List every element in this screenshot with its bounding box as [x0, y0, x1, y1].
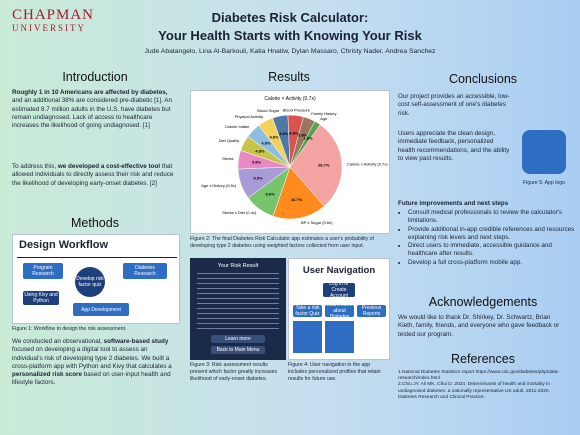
value-label: 5.8% [252, 159, 262, 164]
heading: References [451, 352, 515, 366]
pie-slice [272, 166, 325, 220]
value-label: 28.7% [318, 162, 330, 167]
reference: 2.Chiu JY, Ali MK, Chui D. 2024. Determi… [398, 382, 550, 400]
slice-label: Stress x Diet (0.4x) [222, 210, 257, 215]
caption: Figure 3: Risk assessment results presen… [190, 362, 278, 382]
slice-label: Blood Pressure [283, 107, 311, 112]
value-label: 9.5% [254, 175, 264, 180]
node: Diabetes Research [123, 263, 167, 279]
node: Using Kivy and Python [23, 291, 59, 305]
heading: Introduction [62, 70, 128, 84]
subheading: Future improvements and next steps [398, 200, 509, 207]
slice-label: Calorie Intake [225, 124, 250, 129]
paragraph: We conducted an observational, software-… [12, 338, 178, 388]
text-run: software-based study [103, 338, 169, 345]
paragraph: We would like to thank Dr. Shirkey, Dr. … [398, 314, 560, 338]
node: Learn more about Diabetes [325, 302, 354, 320]
caption: Figure 1: Workflow to design the risk as… [12, 326, 127, 332]
caption: Figure 4: User navigation in the app inc… [288, 362, 381, 382]
title: Diabetes Risk Calculator: Your Health St… [120, 9, 460, 44]
node: Log in or Create Account [323, 281, 355, 299]
node: App Development [73, 303, 129, 316]
app-title: Your Risk Result [217, 263, 259, 269]
app-button: Back to Main Menu [211, 346, 265, 354]
text-run: and an additional 38% are considered pre… [12, 97, 172, 130]
logo: CHAPMAN UNIVERSITY [12, 7, 95, 34]
slice-label: Family History [311, 111, 336, 116]
slice-label: Physical Activity [235, 114, 263, 119]
app-screenshot: Your Risk Result Learn more Back to Main… [190, 258, 286, 360]
text-run: personalized risk score [12, 371, 82, 379]
logo-line: CHAPMAN [12, 7, 95, 23]
text-run: we developed a cost-effective tool [57, 163, 161, 170]
paragraph: Our project provides an accessible, low-… [398, 93, 510, 117]
bullet: Direct users to immediate, accessible gu… [408, 242, 576, 259]
pie-figure: Calorie × Activity (0.7x) Calorie x Activ… [190, 90, 390, 234]
paragraph: To address this, we developed a cost-eff… [12, 163, 178, 188]
diagram-title: Design Workflow [19, 239, 109, 251]
caption: Figure 5: App logo [522, 180, 566, 186]
authors: Jude Abatangelo, Lina Al-Barkouli, Katia… [144, 48, 436, 55]
text-run: Roughly 1 in 10 Americans are affected b… [12, 89, 168, 96]
node: Develop risk factor quiz [75, 267, 105, 297]
value-label: 9.6% [265, 191, 275, 196]
text-run: based on user-input health and lifestyle… [12, 371, 171, 387]
slice-label: Blood Sugar [257, 108, 280, 113]
bullet: Provide additional in-app credible refer… [408, 226, 576, 243]
reference: 1.National Diabetes Statistics report ht… [398, 370, 560, 382]
text-run: To address this, [12, 163, 58, 170]
node: Take a risk factor Quiz [293, 305, 322, 317]
workflow-figure: Design Workflow Program Research Develop… [12, 234, 180, 324]
title-line: Diabetes Risk Calculator: [211, 10, 369, 25]
node: Previous Reports [357, 305, 386, 317]
pie-slice [289, 124, 343, 207]
slice-label: Diet Quality [219, 138, 240, 143]
pie-slice [289, 121, 321, 168]
pie-chart: Calorie × Activity (0.7x) Calorie x Activ… [201, 96, 388, 225]
slice-label: Age x History (0.5x) [201, 183, 237, 188]
heading: Results [268, 70, 310, 84]
bullet-list: Consult medical professionals to review … [398, 209, 576, 267]
heading: Acknowledgements [428, 295, 538, 309]
node: Program Research [23, 263, 63, 279]
bullet: Develop a full cross-platform mobile app… [408, 259, 576, 267]
nav-figure: User Navigation Log in or Create Account… [288, 258, 390, 360]
slice-label: Calorie x Activity (0.7x) [347, 161, 388, 166]
caption: Figure 2: The final Diabetes Risk Calcul… [190, 236, 374, 249]
value-label: 4.8% [279, 131, 289, 136]
value-label: 3.8% [298, 133, 308, 138]
value-label: 1.9% [303, 135, 313, 140]
pie-title: Calorie × Activity (0.7x) [264, 96, 316, 102]
app-button: Learn more [211, 335, 265, 343]
value-label: 4.8% [289, 130, 299, 135]
text-run: focused on developing a digital tool to … [12, 346, 172, 370]
heading: Conclusions [448, 72, 518, 86]
bullet: Consult medical professionals to review … [408, 209, 576, 226]
logo-line: UNIVERSITY [12, 23, 86, 33]
diagram-title: User Navigation [302, 265, 376, 276]
value-label: 16.7% [291, 197, 303, 202]
value-label: 4.8% [261, 140, 271, 145]
slice-label: Stress [222, 156, 233, 161]
slice-label: BP x Sugar (0.6x) [301, 220, 333, 225]
value-label: 4.8% [255, 149, 265, 154]
slice-label: Age [320, 116, 328, 121]
text-run: We conducted an observational, [12, 338, 104, 345]
title-line: Your Health Starts with Knowing Your Ris… [158, 27, 422, 43]
paragraph: Roughly 1 in 10 Americans are affected b… [12, 89, 178, 130]
heading: Methods [71, 216, 119, 230]
app-logo [522, 130, 566, 174]
paragraph: Users appreciate the clean design, immed… [398, 130, 510, 162]
text-run: that allowed individuals to directly ass… [12, 163, 174, 187]
references: 1.National Diabetes Statistics report ht… [398, 370, 568, 401]
value-label: 4.8% [269, 134, 279, 139]
